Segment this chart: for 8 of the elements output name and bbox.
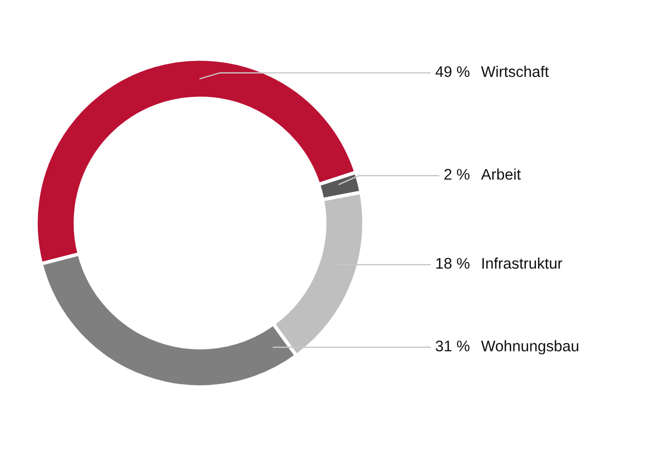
slice-label: Infrastruktur bbox=[482, 258, 562, 269]
slice-label: Arbeit bbox=[481, 168, 521, 180]
slice-label: Wohnungsbau bbox=[481, 340, 578, 354]
slice-label: Wirtschaft bbox=[481, 66, 549, 78]
data-label: 49 % bbox=[436, 66, 470, 78]
data-label: 31 % bbox=[436, 340, 470, 352]
data-label: 18 % bbox=[436, 258, 470, 269]
data-label: 2 % bbox=[444, 168, 470, 180]
